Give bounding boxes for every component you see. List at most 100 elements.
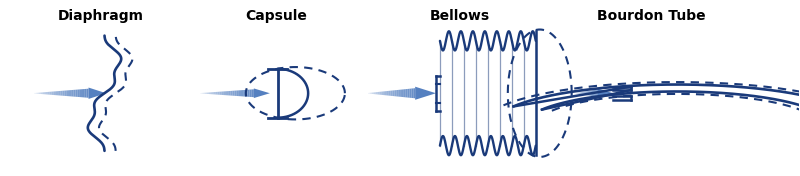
Polygon shape — [593, 90, 594, 96]
Polygon shape — [54, 91, 56, 95]
Polygon shape — [226, 91, 228, 95]
Polygon shape — [378, 92, 379, 95]
Polygon shape — [589, 91, 590, 96]
Polygon shape — [379, 92, 382, 95]
Polygon shape — [86, 89, 89, 98]
Polygon shape — [237, 90, 239, 96]
Polygon shape — [209, 92, 211, 94]
Polygon shape — [579, 92, 580, 94]
Polygon shape — [250, 89, 252, 97]
Polygon shape — [222, 91, 224, 95]
Polygon shape — [404, 89, 406, 97]
Polygon shape — [385, 91, 387, 95]
Polygon shape — [205, 93, 206, 94]
Polygon shape — [592, 90, 593, 96]
Polygon shape — [581, 92, 582, 94]
Polygon shape — [75, 90, 78, 97]
Polygon shape — [406, 89, 408, 98]
Polygon shape — [34, 93, 37, 94]
Polygon shape — [246, 90, 247, 97]
Polygon shape — [375, 92, 378, 95]
Polygon shape — [383, 91, 385, 95]
Polygon shape — [408, 89, 410, 98]
Polygon shape — [218, 92, 220, 95]
Polygon shape — [43, 92, 45, 94]
Polygon shape — [577, 93, 578, 94]
Polygon shape — [74, 90, 75, 97]
Polygon shape — [228, 91, 230, 96]
Polygon shape — [50, 92, 52, 95]
Polygon shape — [252, 89, 254, 97]
Polygon shape — [89, 88, 106, 99]
Polygon shape — [382, 92, 383, 95]
Polygon shape — [598, 88, 614, 98]
Polygon shape — [578, 93, 579, 94]
Polygon shape — [402, 89, 404, 97]
Polygon shape — [202, 93, 205, 94]
Polygon shape — [62, 91, 65, 96]
Polygon shape — [390, 90, 393, 96]
Polygon shape — [580, 92, 581, 94]
Polygon shape — [82, 89, 84, 98]
Polygon shape — [400, 90, 402, 97]
Polygon shape — [200, 93, 202, 94]
Text: Diaphragm: Diaphragm — [58, 10, 143, 23]
Polygon shape — [213, 92, 215, 95]
Polygon shape — [58, 91, 60, 96]
Polygon shape — [393, 90, 394, 96]
Text: Bellows: Bellows — [430, 10, 490, 23]
Polygon shape — [52, 92, 54, 95]
Polygon shape — [410, 89, 411, 98]
Polygon shape — [67, 90, 69, 96]
Polygon shape — [595, 90, 596, 97]
Polygon shape — [374, 92, 375, 94]
Polygon shape — [60, 91, 62, 96]
Polygon shape — [56, 91, 58, 95]
Polygon shape — [584, 92, 585, 95]
Polygon shape — [586, 91, 587, 95]
Polygon shape — [389, 91, 390, 96]
Polygon shape — [415, 87, 436, 100]
Polygon shape — [84, 89, 86, 98]
Polygon shape — [206, 92, 209, 94]
Polygon shape — [372, 92, 374, 94]
Polygon shape — [37, 93, 38, 94]
Polygon shape — [254, 88, 270, 98]
Polygon shape — [583, 92, 584, 95]
Polygon shape — [243, 90, 246, 97]
Polygon shape — [80, 89, 82, 97]
Polygon shape — [396, 90, 398, 97]
Polygon shape — [585, 91, 586, 95]
Polygon shape — [590, 90, 591, 96]
Polygon shape — [65, 90, 67, 96]
Polygon shape — [368, 93, 370, 94]
Polygon shape — [239, 90, 241, 96]
Polygon shape — [241, 90, 243, 96]
Polygon shape — [220, 92, 222, 95]
Polygon shape — [247, 90, 250, 97]
Polygon shape — [398, 90, 400, 97]
Polygon shape — [594, 90, 595, 97]
Polygon shape — [45, 92, 47, 95]
Text: Bourdon Tube: Bourdon Tube — [598, 10, 706, 23]
Polygon shape — [69, 90, 71, 96]
Polygon shape — [576, 93, 577, 94]
Polygon shape — [591, 90, 592, 96]
Polygon shape — [370, 93, 372, 94]
Polygon shape — [38, 93, 41, 94]
Polygon shape — [233, 91, 234, 96]
Polygon shape — [71, 90, 74, 97]
Polygon shape — [411, 88, 414, 98]
Polygon shape — [234, 90, 237, 96]
Polygon shape — [211, 92, 213, 94]
Polygon shape — [224, 91, 226, 95]
Polygon shape — [394, 90, 396, 96]
Polygon shape — [587, 91, 588, 95]
Polygon shape — [387, 91, 389, 96]
Polygon shape — [78, 89, 80, 97]
Polygon shape — [215, 92, 218, 95]
Polygon shape — [596, 90, 598, 97]
Polygon shape — [582, 92, 583, 95]
Polygon shape — [588, 91, 589, 96]
Polygon shape — [47, 92, 50, 95]
